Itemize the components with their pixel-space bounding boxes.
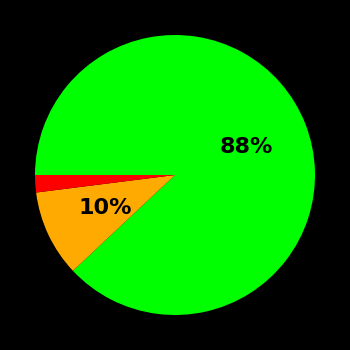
Wedge shape [35, 175, 175, 192]
Text: 10%: 10% [79, 198, 132, 218]
Text: 88%: 88% [220, 136, 273, 157]
Wedge shape [36, 175, 175, 271]
Wedge shape [35, 35, 315, 315]
